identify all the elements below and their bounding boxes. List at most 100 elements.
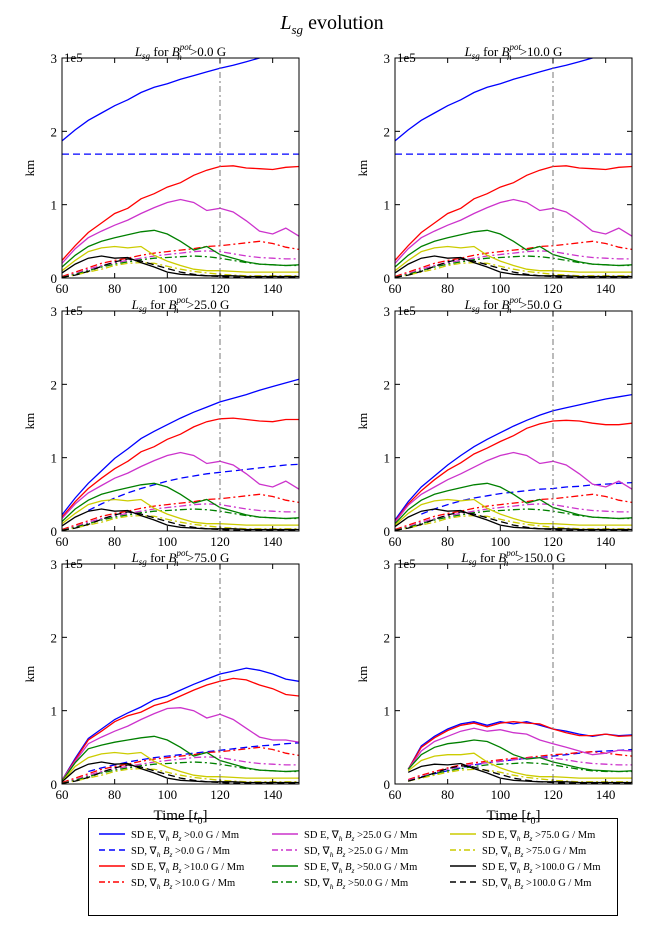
y-scale-label: 1e5 xyxy=(64,303,83,318)
y-tick-label: 1 xyxy=(384,198,391,213)
series-line-magenta-solid xyxy=(62,198,299,264)
x-tick-label: 60 xyxy=(389,534,402,549)
legend: SD E, ∇h Bz >0.0 G / Mm SD, ∇h Bz >0.0 G … xyxy=(88,818,618,916)
x-tick-label: 80 xyxy=(441,281,454,296)
y-tick-label: 3 xyxy=(384,304,391,319)
y-axis-label: km xyxy=(22,160,37,177)
y-scale-label: 1e5 xyxy=(64,50,83,65)
series-line-blue-solid xyxy=(62,58,263,142)
series-line-green-solid xyxy=(407,739,632,773)
legend-label: SD, ∇h Bz >50.0 G / Mm xyxy=(304,878,408,891)
y-axis-label: km xyxy=(22,666,37,683)
x-tick-label: 120 xyxy=(543,787,563,802)
series-line-red-solid xyxy=(62,165,299,261)
legend-label: SD E, ∇h Bz >10.0 G / Mm xyxy=(131,862,244,875)
panel-4: 60 80 100 120 140 0 1 2 3 1e5 Lsg for Bpot h >50.0 … xyxy=(355,295,633,549)
series-line-blue-solid xyxy=(62,667,299,781)
x-tick-label: 80 xyxy=(108,281,121,296)
x-tick-label: 100 xyxy=(491,534,511,549)
series-group xyxy=(62,667,299,784)
series-line-yellow-dashdot xyxy=(62,767,299,784)
series-line-blue-dashed xyxy=(421,481,632,515)
series-line-black-dashed xyxy=(395,258,632,278)
series-line-magenta-dashdot xyxy=(62,756,299,784)
y-tick-label: 3 xyxy=(51,557,58,572)
x-axis-label: Time [t0] xyxy=(486,808,540,827)
y-tick-label: 0 xyxy=(51,271,58,286)
x-tick-label: 140 xyxy=(263,534,283,549)
series-line-magenta-solid xyxy=(62,707,299,781)
series-line-magenta-solid xyxy=(395,198,632,264)
x-tick-label: 60 xyxy=(56,534,69,549)
series-line-blue-solid xyxy=(395,393,632,521)
legend-entry: SD, ∇h Bz >100.0 G / Mm xyxy=(450,878,591,891)
series-line-green-dashdot xyxy=(395,508,632,531)
legend-entry: SD, ∇h Bz >75.0 G / Mm xyxy=(450,846,586,859)
series-line-red-solid xyxy=(407,721,632,770)
x-tick-label: 140 xyxy=(263,787,283,802)
x-tick-label: 80 xyxy=(108,534,121,549)
series-line-red-solid xyxy=(395,165,632,261)
series-line-black-solid xyxy=(407,762,632,784)
x-axis-label: Time [t0] xyxy=(153,808,207,827)
series-line-yellow-dashdot xyxy=(62,514,299,531)
series-line-black-dashed xyxy=(62,258,299,278)
series-line-red-solid xyxy=(62,677,299,781)
series-line-yellow-solid xyxy=(407,752,632,779)
y-axis-label: km xyxy=(355,666,370,683)
series-line-black-solid xyxy=(62,255,299,278)
y-scale-label: 1e5 xyxy=(397,303,416,318)
legend-entry: SD E, ∇h Bz >50.0 G / Mm xyxy=(272,862,417,875)
x-tick-label: 100 xyxy=(158,534,178,549)
series-group xyxy=(407,721,632,784)
x-tick-label: 100 xyxy=(491,281,511,296)
x-tick-label: 100 xyxy=(491,787,511,802)
y-tick-label: 0 xyxy=(384,524,391,539)
y-tick-label: 0 xyxy=(384,777,391,792)
series-line-blue-dashed xyxy=(88,463,299,512)
panel-2: 60 80 100 120 140 0 1 2 3 1e5 Lsg for Bpot h >10.0 … xyxy=(355,42,633,296)
series-line-blue-dashed xyxy=(88,742,299,773)
series-line-red-dashdot xyxy=(62,746,299,784)
legend-label: SD, ∇h Bz >25.0 G / Mm xyxy=(304,846,408,859)
y-scale-label: 1e5 xyxy=(64,556,83,571)
legend-label: SD, ∇h Bz >10.0 G / Mm xyxy=(131,878,235,891)
y-tick-label: 2 xyxy=(384,630,391,645)
legend-entry: SD, ∇h Bz >25.0 G / Mm xyxy=(272,846,408,859)
legend-entry: SD, ∇h Bz >10.0 G / Mm xyxy=(99,878,235,891)
legend-entry: SD, ∇h Bz >0.0 G / Mm xyxy=(99,846,230,859)
legend-label: SD E, ∇h Bz >100.0 G / Mm xyxy=(482,862,601,875)
series-line-black-solid xyxy=(395,508,632,531)
axes-frame xyxy=(61,310,300,532)
series-line-red-solid xyxy=(395,419,632,522)
legend-entry: SD E, ∇h Bz >0.0 G / Mm xyxy=(99,830,239,843)
y-tick-label: 3 xyxy=(384,51,391,66)
series-line-magenta-dashdot xyxy=(62,250,299,278)
x-tick-label: 60 xyxy=(389,281,402,296)
series-line-blue-solid xyxy=(62,378,299,516)
series-group xyxy=(62,58,299,278)
legend-label: SD, ∇h Bz >0.0 G / Mm xyxy=(131,846,230,859)
x-tick-label: 100 xyxy=(158,787,178,802)
series-line-blue-solid xyxy=(395,58,596,142)
y-scale-label: 1e5 xyxy=(397,556,416,571)
legend-entry: SD E, ∇h Bz >75.0 G / Mm xyxy=(450,830,595,843)
series-line-green-dashdot xyxy=(395,255,632,278)
x-tick-label: 140 xyxy=(596,787,616,802)
y-tick-label: 2 xyxy=(384,124,391,139)
legend-label: SD E, ∇h Bz >25.0 G / Mm xyxy=(304,830,417,843)
y-tick-label: 1 xyxy=(51,198,58,213)
x-tick-label: 80 xyxy=(441,787,454,802)
series-line-red-dashdot xyxy=(62,240,299,278)
series-line-black-dashed xyxy=(408,765,632,784)
y-tick-label: 1 xyxy=(384,451,391,466)
x-tick-label: 80 xyxy=(108,787,121,802)
panel-title: Lsg for Bpot h >75.0 G xyxy=(131,548,230,568)
figure-title: Lsg evolution xyxy=(279,12,383,37)
series-line-yellow-dashdot xyxy=(395,514,632,531)
legend-label: SD E, ∇h Bz >75.0 G / Mm xyxy=(482,830,595,843)
y-tick-label: 1 xyxy=(384,704,391,719)
y-axis-label: km xyxy=(355,160,370,177)
x-tick-label: 60 xyxy=(56,281,69,296)
x-tick-label: 120 xyxy=(543,534,563,549)
